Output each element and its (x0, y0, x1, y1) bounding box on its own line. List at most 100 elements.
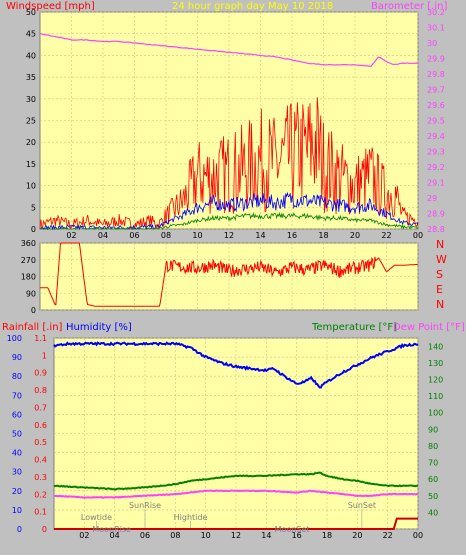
climate-x-tick-label: 14 (261, 531, 271, 540)
climate-x-tick-label: 22 (383, 531, 393, 540)
barometer-y-tick-label: 29 (427, 194, 437, 203)
rainfall-y-tick-label: 0.2 (34, 490, 47, 499)
rainfall-y-tick-label: 0 (42, 525, 47, 534)
compass-label: E (436, 283, 443, 296)
barometer-y-tick-label: 29.6 (427, 101, 445, 110)
wind-y-tick-label: 0 (31, 225, 36, 234)
wind-x-tick-label: 16 (287, 231, 297, 240)
climate-panel-marks (53, 341, 419, 530)
humidity-y-tick-label: 50 (12, 430, 22, 439)
wind-x-tick-label: 08 (161, 231, 171, 240)
wind-y-tick-label: 5 (31, 203, 36, 212)
barometer-y-tick-label: 29.2 (427, 163, 445, 172)
wind-x-tick-label: 12 (224, 231, 234, 240)
wind-x-tick-label: 10 (192, 231, 202, 240)
wind-y-tick-label: 25 (26, 117, 36, 126)
climate-x-tick-label: 00 (413, 531, 423, 540)
direction-y-tick-label: 360 (21, 239, 36, 248)
wind-x-tick-label: 20 (350, 231, 360, 240)
wind-y-tick-label: 45 (26, 30, 36, 39)
compass-label: W (436, 253, 447, 266)
wind-gust-line (39, 97, 419, 231)
event-label: Hightide (174, 513, 208, 522)
temperature-y-tick-label: 50 (428, 492, 438, 501)
wind-x-tick-label: 18 (318, 231, 328, 240)
temperature-line (53, 471, 419, 491)
windspeed-axis-label: Windspeed [mph] (6, 1, 95, 12)
compass-label: N (436, 298, 444, 311)
wind-y-tick-label: 40 (26, 51, 36, 60)
wind-x-tick-label: 04 (98, 231, 108, 240)
rainfall-axis-label: Rainfall [.in] (2, 322, 63, 333)
humidity-y-tick-label: 0 (17, 525, 22, 534)
direction-y-tick-label: 90 (26, 289, 36, 298)
climate-x-tick-label: 10 (201, 531, 211, 540)
barometer-y-tick-label: 28.9 (427, 210, 445, 219)
temperature-y-tick-label: 90 (428, 425, 438, 434)
wind-x-tick-label: 06 (129, 231, 139, 240)
event-label: SunSet (348, 501, 376, 510)
dewpoint-axis-label: Dew Point [°F] (393, 322, 465, 333)
wind-average-line (39, 191, 419, 231)
wind-panel-marks (39, 32, 419, 231)
event-label: Lowtide (81, 513, 112, 522)
humidity-y-tick-label: 60 (12, 410, 22, 419)
direction-panel-marks (40, 242, 418, 307)
humidity-y-tick-label: 100 (7, 334, 22, 343)
compass-label: N (436, 238, 444, 251)
barometer-y-tick-label: 29.8 (427, 70, 445, 79)
rainfall-y-tick-label: 0.8 (34, 386, 47, 395)
rainfall-y-tick-label: 0.9 (34, 369, 47, 378)
rainfall-y-tick-label: 1.1 (34, 334, 47, 343)
temperature-y-tick-label: 60 (428, 475, 438, 484)
wind-x-tick-label: 02 (66, 231, 76, 240)
barometer-y-tick-label: 29.3 (427, 148, 445, 157)
temperature-y-tick-label: 110 (428, 392, 443, 401)
temperature-y-tick-label: 40 (428, 508, 438, 517)
rainfall-y-tick-label: 1 (42, 351, 47, 360)
barometer-axis-label: Barometer [.in] (371, 1, 447, 12)
direction-panel-grid (40, 242, 419, 311)
wind-x-tick-label: 14 (255, 231, 265, 240)
wind-y-tick-label: 10 (26, 182, 36, 191)
wind-y-tick-label: 15 (26, 160, 36, 169)
humidity-axis-label: Humidity [%] (66, 322, 132, 333)
rainfall-y-tick-label: 0.5 (34, 438, 47, 447)
barometer-y-tick-label: 30 (427, 39, 437, 48)
climate-x-tick-label: 18 (322, 531, 332, 540)
climate-panel-labels: 010203040506070809010000.10.20.30.40.50.… (7, 334, 444, 540)
barometer-y-tick-label: 29.7 (427, 86, 445, 95)
wind-x-tick-label: 22 (381, 231, 391, 240)
temperature-y-tick-label: 80 (428, 442, 438, 451)
temperature-y-tick-label: 120 (428, 376, 443, 385)
barometer-y-tick-label: 28.8 (427, 225, 445, 234)
direction-y-tick-label: 180 (21, 273, 36, 282)
event-label: SunRise (129, 501, 161, 510)
wind-y-tick-label: 30 (26, 95, 36, 104)
temperature-y-tick-label: 70 (428, 459, 438, 468)
humidity-y-tick-label: 30 (12, 468, 22, 477)
humidity-y-tick-label: 70 (12, 391, 22, 400)
dewpoint-line (53, 489, 419, 499)
barometer-y-tick-label: 29.1 (427, 179, 445, 188)
page-title: 24 hour graph day May 10 2018 (172, 1, 333, 12)
climate-x-tick-label: 02 (79, 531, 89, 540)
climate-x-tick-label: 20 (352, 531, 362, 540)
direction-y-tick-label: 0 (31, 306, 36, 315)
temperature-y-tick-label: 140 (428, 342, 443, 351)
rainfall-line (54, 517, 418, 530)
wind-panel-labels: 0 5 10 15 20 25 30 35 40 45 50 28.8 28.9 29 29.1 29.2 29… (26, 8, 445, 240)
rainfall-y-tick-label: 0.6 (34, 421, 47, 430)
event-label: MoonSet (275, 525, 310, 534)
wind-y-tick-label: 50 (26, 8, 36, 17)
compass-label: S (436, 268, 443, 281)
direction-y-tick-label: 270 (21, 256, 36, 265)
humidity-y-tick-label: 20 (12, 487, 22, 496)
climate-x-tick-label: 12 (231, 531, 241, 540)
humidity-y-tick-label: 40 (12, 449, 22, 458)
barometer-y-tick-label: 30.2 (427, 8, 445, 17)
rainfall-y-tick-label: 0.7 (34, 403, 47, 412)
humidity-line (53, 341, 419, 389)
barometer-y-tick-label: 30.1 (427, 24, 445, 33)
